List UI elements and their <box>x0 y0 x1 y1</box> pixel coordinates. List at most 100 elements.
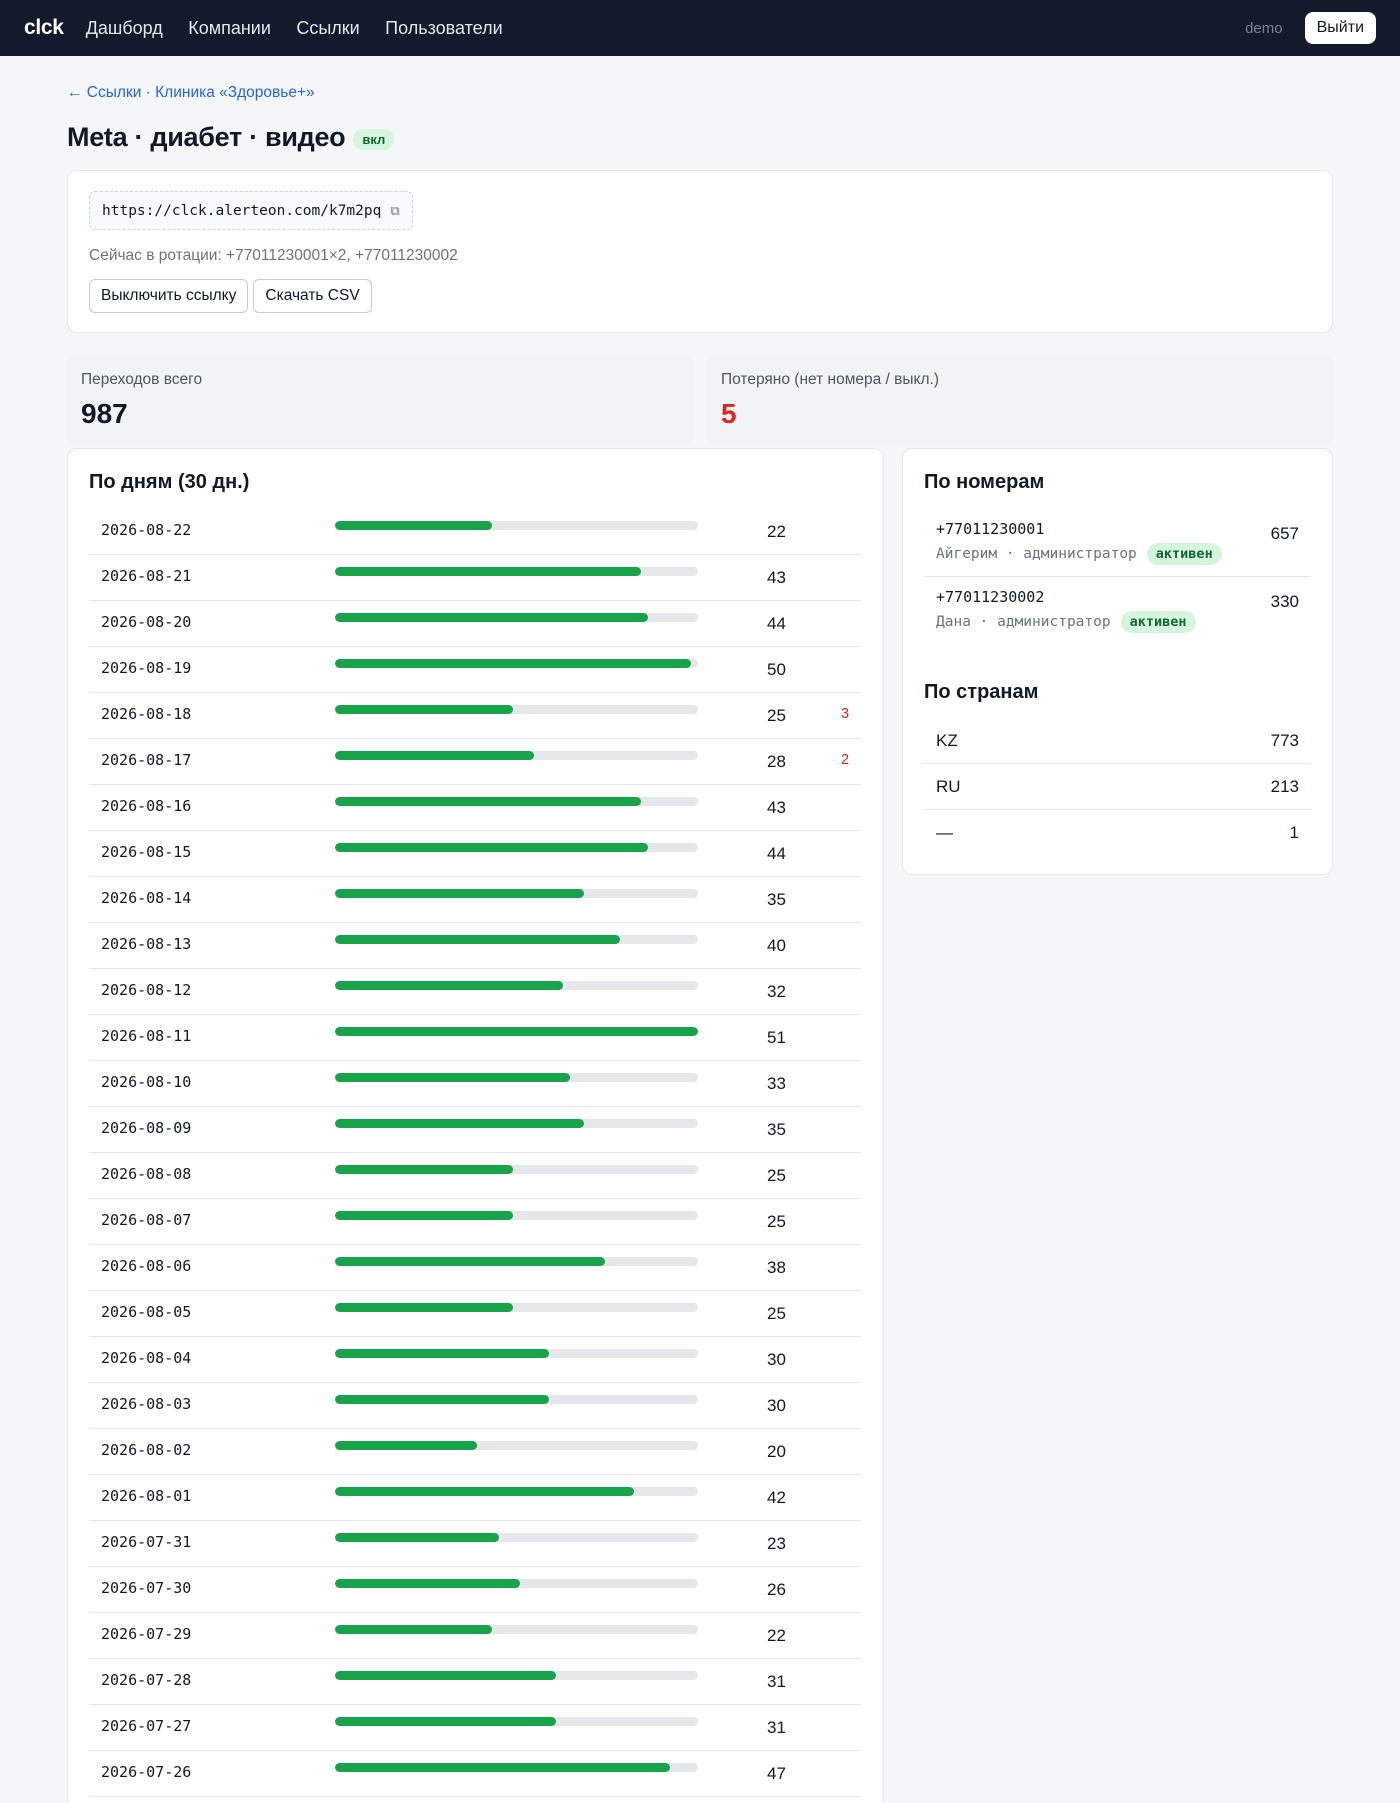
country-count: 213 <box>1270 777 1299 796</box>
day-date: 2026-08-04 <box>101 1349 192 1367</box>
country-row: KZ 773 <box>924 718 1311 764</box>
day-bar-track <box>335 567 698 576</box>
day-count: 25 <box>767 1166 786 1185</box>
stats-row: Переходов всего 987 Потеряно (нет номера… <box>67 353 1333 446</box>
day-bar-fill <box>335 889 585 898</box>
country-row: RU 213 <box>924 764 1311 810</box>
day-row: 2026-08-01 42 <box>89 1475 862 1521</box>
day-row: 2026-08-03 30 <box>89 1383 862 1429</box>
day-row: 2026-07-26 47 <box>89 1751 862 1797</box>
day-bar-fill <box>335 843 649 852</box>
day-date: 2026-08-20 <box>101 613 192 631</box>
nav-item-campaigns[interactable]: Компании <box>188 17 271 38</box>
day-bar-track <box>335 1303 698 1312</box>
country-code: KZ <box>936 731 958 750</box>
day-bar-track <box>335 1487 698 1496</box>
day-row: 2026-08-10 33 <box>89 1061 862 1107</box>
day-date: 2026-08-09 <box>101 1119 192 1137</box>
day-date: 2026-07-26 <box>101 1763 192 1781</box>
breadcrumb[interactable]: ← Ссылки · Клиника «Здоровье+» <box>67 84 315 101</box>
stat-lost-clicks: Потеряно (нет номера / выкл.) 5 <box>707 353 1333 446</box>
day-count: 31 <box>767 1672 786 1691</box>
phone-number: +77011230002 <box>936 588 1045 606</box>
day-bar-fill <box>335 1303 513 1312</box>
day-bar-fill <box>335 935 620 944</box>
day-bar-fill <box>335 1165 513 1174</box>
day-bar-track <box>335 1027 698 1036</box>
nav-item-dashboard[interactable]: Дашборд <box>85 17 163 38</box>
day-bar-fill <box>335 1395 549 1404</box>
day-date: 2026-08-21 <box>101 567 192 585</box>
day-count: 51 <box>767 1028 786 1047</box>
nav-item-links[interactable]: Ссылки <box>296 17 360 38</box>
day-date: 2026-08-01 <box>101 1487 192 1505</box>
day-date: 2026-07-28 <box>101 1671 192 1689</box>
day-count: 22 <box>767 1626 786 1645</box>
phone-status-badge: активен <box>1146 543 1222 565</box>
day-bar-fill <box>335 797 642 806</box>
page-content: ← Ссылки · Клиника «Здоровье+» Meta · ди… <box>0 56 1400 1803</box>
download-csv-button[interactable]: Скачать CSV <box>253 279 372 313</box>
country-count: 773 <box>1270 731 1299 750</box>
day-date: 2026-08-05 <box>101 1303 192 1321</box>
app-logo[interactable]: clck <box>24 16 64 39</box>
day-bar-track <box>335 1625 698 1634</box>
day-row: 2026-08-20 44 <box>89 601 862 647</box>
day-count: 32 <box>767 982 786 1001</box>
side-card: По номерам +77011230001 Айгерим · админи… <box>902 448 1333 875</box>
phone-owner: Дана · администратор <box>936 614 1111 630</box>
logout-button[interactable]: Выйти <box>1304 12 1376 44</box>
copy-icon[interactable]: ⧉ <box>390 202 400 218</box>
day-row: 2026-07-2525 <box>89 1797 862 1803</box>
day-bar-track <box>335 1165 698 1174</box>
day-bar-track <box>335 843 698 852</box>
phones-title: По номерам <box>924 471 1045 493</box>
day-bar-fill <box>335 1441 478 1450</box>
day-bar-track <box>335 1349 698 1358</box>
link-card: https://clck.alerteon.com/k7m2pq ⧉ Сейча… <box>67 170 1333 333</box>
country-row: — 1 <box>924 810 1311 856</box>
nav-item-users[interactable]: Пользователи <box>385 17 503 38</box>
phone-meta: Айгерим · администратор активен <box>936 543 1222 565</box>
rotation-info: Сейчас в ротации: +77011230001×2, +77011… <box>89 247 458 264</box>
link-actions: Выключить ссылку Скачать CSV <box>89 279 1311 313</box>
day-bar-track <box>335 659 698 668</box>
day-bar-track <box>335 1763 698 1772</box>
day-bar-fill <box>335 705 513 714</box>
short-url[interactable]: https://clck.alerteon.com/k7m2pq <box>102 202 382 219</box>
day-lost-count: 2 <box>841 752 850 768</box>
day-count: 50 <box>767 660 786 679</box>
day-date: 2026-08-11 <box>101 1027 192 1045</box>
day-count: 38 <box>767 1258 786 1277</box>
top-navbar: clck Дашборд Компании Ссылки Пользовател… <box>0 0 1400 56</box>
day-row: 2026-08-09 35 <box>89 1107 862 1153</box>
phone-meta: Дана · администратор активен <box>936 611 1196 633</box>
day-count: 20 <box>767 1442 786 1461</box>
day-row: 2026-08-08 25 <box>89 1153 862 1199</box>
day-count: 43 <box>767 568 786 587</box>
day-date: 2026-08-16 <box>101 797 192 815</box>
short-url-box[interactable]: https://clck.alerteon.com/k7m2pq ⧉ <box>89 191 413 230</box>
day-row: 2026-08-11 51 <box>89 1015 862 1061</box>
day-count: 30 <box>767 1396 786 1415</box>
disable-link-button[interactable]: Выключить ссылку <box>89 279 249 313</box>
day-date: 2026-08-15 <box>101 843 192 861</box>
day-row: 2026-08-19 50 <box>89 647 862 693</box>
country-code: RU <box>936 777 961 796</box>
day-bar-track <box>335 797 698 806</box>
day-date: 2026-08-07 <box>101 1211 192 1229</box>
day-count: 44 <box>767 844 786 863</box>
day-row: 2026-07-27 31 <box>89 1705 862 1751</box>
day-bar-track <box>335 1579 698 1588</box>
day-bar-track <box>335 935 698 944</box>
day-count: 25 <box>767 1304 786 1323</box>
day-bar-fill <box>335 1579 521 1588</box>
day-date: 2026-08-19 <box>101 659 192 677</box>
day-count: 31 <box>767 1718 786 1737</box>
day-date: 2026-08-13 <box>101 935 192 953</box>
day-row: 2026-08-06 38 <box>89 1245 862 1291</box>
day-count: 43 <box>767 798 786 817</box>
day-date: 2026-08-10 <box>101 1073 192 1091</box>
day-bar-fill <box>335 1487 634 1496</box>
day-row: 2026-08-22 22 <box>89 509 862 555</box>
